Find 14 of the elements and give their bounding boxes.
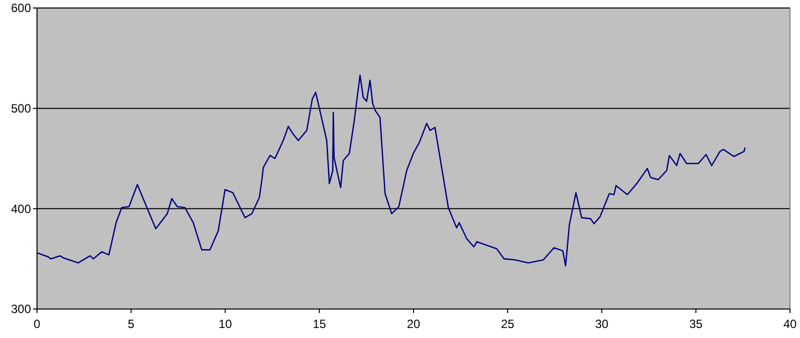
x-tick-label: 15 (312, 317, 326, 331)
y-tick-label: 600 (10, 1, 32, 16)
x-tick-label: 40 (783, 317, 797, 331)
y-tick-label: 400 (10, 202, 32, 216)
x-tick-label: 35 (689, 317, 703, 331)
x-tick-label: 10 (218, 317, 232, 331)
x-tick-label: 0 (34, 317, 41, 331)
x-tick-label: 25 (500, 317, 515, 331)
x-tick-label: 5 (128, 317, 135, 331)
y-tick-label: 300 (10, 302, 32, 316)
x-tick-label: 30 (595, 317, 609, 331)
y-tick-label: 500 (10, 102, 32, 116)
line-series (36, 74, 746, 267)
x-tick-label: 20 (406, 317, 420, 331)
